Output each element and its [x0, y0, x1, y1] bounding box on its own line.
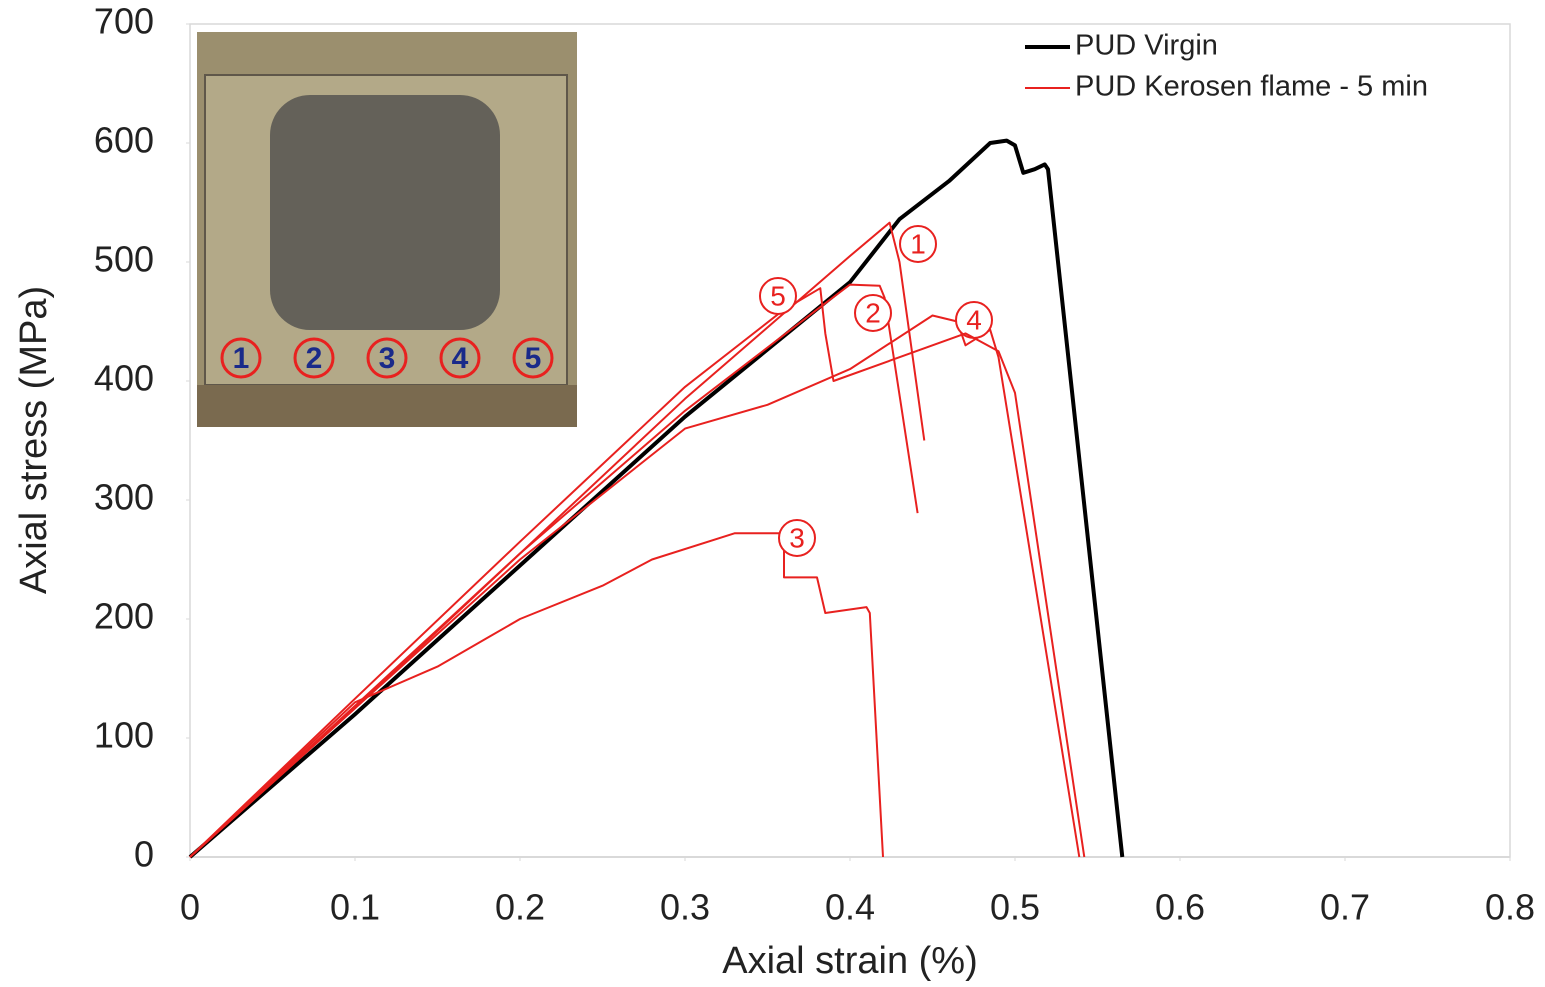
annotation-circle [759, 277, 797, 315]
annotation-circle [899, 225, 937, 263]
legend-label: PUD Kerosen flame - 5 min [1075, 71, 1428, 103]
series-line [189, 532, 884, 858]
photo-edge [197, 385, 577, 427]
inset-circle [512, 337, 554, 379]
y-tick-label: 700 [94, 1, 154, 42]
y-axis-label: Axial stress (MPa) [13, 286, 55, 594]
annotation: 3 [789, 522, 805, 553]
series-line [189, 283, 919, 858]
x-tick-label: 0.8 [1485, 887, 1535, 928]
inset-number: 2 [306, 342, 323, 375]
annotation-circle [854, 294, 892, 332]
annotation: 4 [966, 304, 982, 335]
annotation: 5 [770, 280, 786, 311]
inset-circle [366, 337, 408, 379]
annotation-circle [778, 519, 816, 557]
inset-number: 5 [525, 342, 542, 375]
inset-circle [439, 337, 481, 379]
x-tick-label: 0 [180, 887, 200, 928]
x-tick-label: 0.3 [660, 887, 710, 928]
y-tick-label: 600 [94, 120, 154, 161]
x-tick-label: 0.7 [1320, 887, 1370, 928]
x-axis-label: Axial strain (%) [722, 940, 978, 982]
annotation: 1 [910, 228, 926, 259]
series-line [189, 314, 1081, 858]
inset-number: 1 [233, 342, 250, 375]
x-tick-label: 0.4 [825, 887, 875, 928]
y-tick-label: 200 [94, 596, 154, 637]
x-tick-label: 0.5 [990, 887, 1040, 928]
y-tick-label: 0 [134, 834, 154, 875]
y-tick-label: 400 [94, 358, 154, 399]
legend-label: PUD Virgin [1075, 30, 1218, 62]
inset-number: 4 [452, 342, 469, 375]
photo-burn [270, 95, 500, 330]
x-tick-label: 0.1 [330, 887, 380, 928]
series-line [189, 287, 1086, 858]
inset-number: 3 [379, 342, 396, 375]
x-tick-label: 0.2 [495, 887, 545, 928]
y-tick-label: 500 [94, 239, 154, 280]
y-tick-label: 300 [94, 477, 154, 518]
inset-labels: 1 2 3 4 5 [220, 337, 554, 379]
x-tick-label: 0.6 [1155, 887, 1205, 928]
inset-circle [220, 337, 262, 379]
y-tick-label: 100 [94, 715, 154, 756]
inset-circle [293, 337, 335, 379]
annotation: 2 [865, 297, 881, 328]
